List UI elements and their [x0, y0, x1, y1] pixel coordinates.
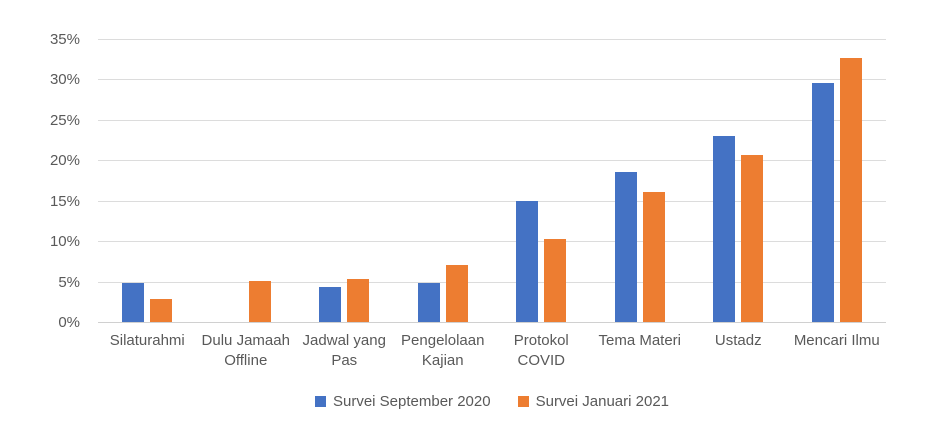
gridline [98, 39, 886, 40]
y-axis-tick-label: 35% [49, 31, 80, 48]
bar-survei-januari-2021 [347, 279, 370, 322]
y-axis-tick-label: 5% [58, 273, 80, 291]
x-axis-category-label: Ustadz [714, 332, 762, 349]
x-axis-category-label: Jadwal yang Pas [302, 332, 386, 369]
x-axis-category-label: Mencari Ilmu [793, 332, 880, 349]
bar-survei-januari-2021 [642, 191, 665, 322]
bar-survei-januari-2021 [741, 155, 764, 322]
gridline [98, 200, 886, 202]
x-axis-category-label: Tema Materi [598, 332, 682, 349]
gridline [98, 241, 886, 243]
gridline [98, 119, 886, 121]
gridline [98, 79, 886, 81]
legend-item: Survei Januari 2021 [517, 393, 670, 410]
x-axis-category-label: Pengelolaan Kajian [401, 332, 485, 369]
gridline [98, 281, 886, 283]
y-axis-tick-label: 25% [49, 111, 80, 129]
legend-label: Survei Januari 2021 [535, 393, 670, 410]
legend-swatch-icon [314, 396, 326, 407]
bar-survei-september-2020 [417, 283, 440, 322]
bar-survei-september-2020 [811, 83, 834, 322]
y-axis-tick-label: 10% [49, 233, 80, 251]
y-axis-tick-label: 15% [49, 192, 80, 210]
x-axis-category-label: Silaturahmi [109, 332, 185, 349]
bar-survei-september-2020 [713, 136, 736, 322]
y-axis-tick-label: 0% [58, 314, 80, 331]
x-axis-baseline [98, 322, 886, 323]
gridline [98, 160, 886, 162]
y-axis-tick-label: 30% [49, 71, 80, 89]
bar-survei-januari-2021 [445, 264, 468, 322]
plot-area [98, 0, 886, 322]
y-axis-tick-label: 20% [49, 152, 80, 170]
bar-survei-september-2020 [614, 171, 637, 322]
bar-survei-januari-2021 [839, 57, 862, 322]
bar-survei-september-2020 [319, 287, 342, 322]
bar-survei-september-2020 [516, 200, 539, 322]
bar-survei-januari-2021 [544, 238, 567, 322]
legend-swatch-icon [517, 396, 529, 407]
x-axis-category-label: Protokol COVID [513, 332, 569, 369]
x-axis-category-label: Dulu Jamaah Offline [201, 332, 290, 369]
bar-survei-september-2020 [122, 283, 145, 322]
bar-survei-januari-2021 [150, 299, 173, 322]
legend: Survei September 2020 Survei Januari 2021 [98, 394, 886, 409]
legend-label: Survei September 2020 [332, 393, 491, 410]
bar-survei-januari-2021 [248, 280, 271, 322]
legend-item: Survei September 2020 [314, 393, 491, 410]
